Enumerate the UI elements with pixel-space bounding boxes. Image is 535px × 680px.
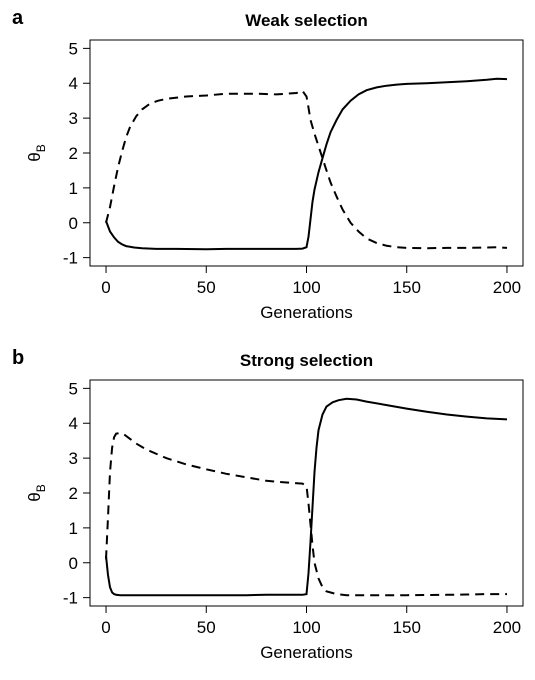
x-tick-label: 200 bbox=[493, 278, 521, 297]
x-tick-label: 200 bbox=[493, 618, 521, 637]
panel-letter: b bbox=[12, 347, 24, 369]
y-tick-label: 5 bbox=[69, 39, 78, 58]
series-line-solid bbox=[105, 77, 508, 251]
y-tick-label: 5 bbox=[69, 379, 78, 398]
y-axis-label: θB bbox=[25, 144, 48, 161]
x-tick-label: 150 bbox=[393, 278, 421, 297]
chart-title: Weak selection bbox=[245, 11, 368, 30]
y-tick-label: -1 bbox=[63, 589, 78, 608]
y-axis-label: θB bbox=[25, 484, 48, 501]
y-tick-label: 1 bbox=[69, 519, 78, 538]
y-tick-label: 3 bbox=[69, 109, 78, 128]
series-line-dashed bbox=[105, 431, 507, 597]
y-tick-label: 4 bbox=[69, 414, 78, 433]
y-axis-label-main: θ bbox=[25, 492, 44, 501]
y-tick-label: 0 bbox=[69, 554, 78, 573]
series-line-solid bbox=[105, 397, 508, 597]
y-tick-label: -1 bbox=[63, 249, 78, 268]
x-axis-label: Generations bbox=[260, 643, 353, 662]
y-tick-label: 1 bbox=[69, 179, 78, 198]
y-tick-label: 0 bbox=[69, 214, 78, 233]
plot-frame bbox=[89, 39, 524, 267]
x-tick-label: 150 bbox=[393, 618, 421, 637]
y-tick-label: 2 bbox=[69, 144, 78, 163]
y-tick-label: 2 bbox=[69, 484, 78, 503]
x-tick-label: 100 bbox=[292, 618, 320, 637]
panel-letter: a bbox=[12, 7, 24, 29]
x-tick-label: 50 bbox=[197, 278, 216, 297]
y-axis-label-main: θ bbox=[25, 152, 44, 161]
y-axis-label-sub: B bbox=[34, 144, 48, 152]
chart-title: Strong selection bbox=[240, 351, 373, 370]
y-tick-label: 4 bbox=[69, 74, 78, 93]
x-tick-label: 50 bbox=[197, 618, 216, 637]
x-tick-label: 0 bbox=[101, 618, 110, 637]
series-line-dashed bbox=[105, 89, 508, 250]
y-tick-label: 3 bbox=[69, 449, 78, 468]
x-tick-label: 100 bbox=[292, 278, 320, 297]
x-axis-label: Generations bbox=[260, 303, 353, 322]
x-tick-label: 0 bbox=[101, 278, 110, 297]
y-axis-label-sub: B bbox=[34, 484, 48, 492]
